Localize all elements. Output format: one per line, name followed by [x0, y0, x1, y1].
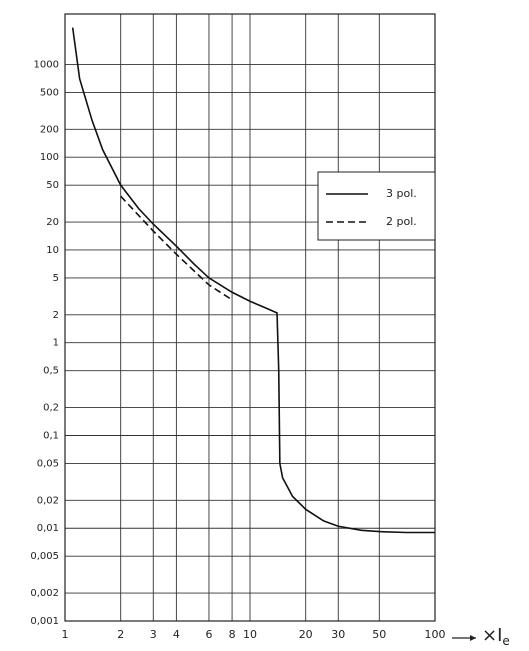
legend-label: 3 pol. — [386, 187, 417, 200]
y-tick-label: 0,01 — [37, 523, 59, 534]
y-tick-label: 1000 — [34, 59, 59, 70]
axis-arrow-head — [470, 635, 476, 641]
y-tick-label: 0,001 — [30, 616, 59, 627]
y-tick-label: 0,1 — [43, 430, 59, 441]
y-tick-label: 50 — [46, 180, 59, 191]
y-tick-label: 10 — [46, 245, 59, 256]
y-tick-label: 100 — [40, 152, 59, 163]
series-line — [120, 195, 233, 301]
legend: 3 pol. 2 pol. — [317, 171, 436, 241]
x-axis-label: ×Ie — [482, 625, 510, 648]
x-tick-label: 30 — [331, 628, 345, 641]
x-axis-label-main: ×I — [482, 625, 502, 646]
grid — [64, 14, 436, 622]
y-tick-label: 1 — [53, 338, 59, 349]
x-tick-label: 2 — [117, 628, 124, 641]
y-tick-label: 0,5 — [43, 366, 59, 377]
legend-box — [317, 171, 436, 241]
y-tick-label: 0,2 — [43, 403, 59, 414]
series-line — [71, 27, 435, 534]
legend-label: 2 pol. — [386, 215, 417, 228]
plot-frame — [64, 13, 436, 622]
x-tick-label: 10 — [243, 628, 257, 641]
y-tick-label: 200 — [40, 124, 59, 135]
y-tick-label: 5 — [53, 273, 59, 284]
x-tick-label: 6 — [205, 628, 212, 641]
x-axis-label-sub: e — [502, 634, 509, 648]
y-tick-label: 0,005 — [30, 551, 59, 562]
x-tick-label: 20 — [299, 628, 313, 641]
x-tick-label: 3 — [150, 628, 157, 641]
y-tick-label: 0,05 — [37, 458, 59, 469]
y-tick-label: 500 — [40, 87, 59, 98]
x-tick-label: 100 — [425, 628, 446, 641]
y-tick-label: 0,002 — [30, 588, 59, 599]
x-tick-label: 8 — [229, 628, 236, 641]
y-tick-label: 2 — [53, 310, 59, 321]
x-tick-label: 50 — [372, 628, 386, 641]
x-tick-label: 1 — [62, 628, 69, 641]
y-tick-label: 0,02 — [37, 495, 59, 506]
x-tick-label: 4 — [173, 628, 180, 641]
y-tick-label: 20 — [46, 217, 59, 228]
